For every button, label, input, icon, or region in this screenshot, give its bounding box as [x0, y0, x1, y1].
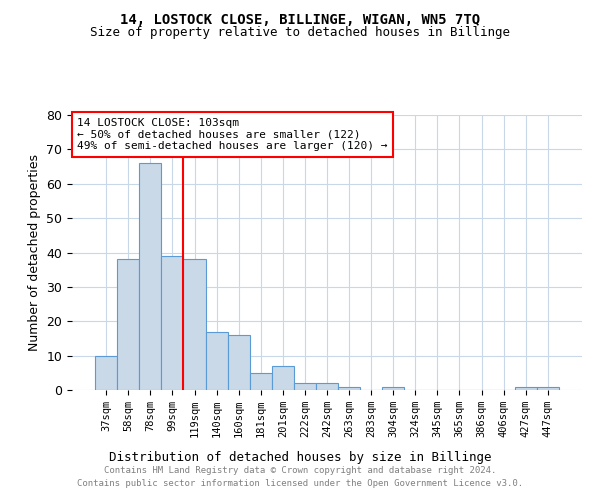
- Text: 14, LOSTOCK CLOSE, BILLINGE, WIGAN, WN5 7TQ: 14, LOSTOCK CLOSE, BILLINGE, WIGAN, WN5 …: [120, 12, 480, 26]
- Bar: [250, 373, 272, 390]
- Bar: [515, 386, 537, 390]
- Text: Contains HM Land Registry data © Crown copyright and database right 2024.
Contai: Contains HM Land Registry data © Crown c…: [77, 466, 523, 487]
- Bar: [338, 386, 360, 390]
- Text: Size of property relative to detached houses in Billinge: Size of property relative to detached ho…: [90, 26, 510, 39]
- Bar: [206, 332, 227, 390]
- Bar: [161, 256, 184, 390]
- Text: 14 LOSTOCK CLOSE: 103sqm
← 50% of detached houses are smaller (122)
49% of semi-: 14 LOSTOCK CLOSE: 103sqm ← 50% of detach…: [77, 118, 388, 151]
- Text: Distribution of detached houses by size in Billinge: Distribution of detached houses by size …: [109, 451, 491, 464]
- Bar: [117, 260, 139, 390]
- Bar: [316, 383, 338, 390]
- Bar: [537, 386, 559, 390]
- Y-axis label: Number of detached properties: Number of detached properties: [28, 154, 41, 351]
- Bar: [272, 366, 294, 390]
- Bar: [95, 356, 117, 390]
- Bar: [139, 163, 161, 390]
- Bar: [184, 260, 206, 390]
- Bar: [382, 386, 404, 390]
- Bar: [294, 383, 316, 390]
- Bar: [227, 335, 250, 390]
